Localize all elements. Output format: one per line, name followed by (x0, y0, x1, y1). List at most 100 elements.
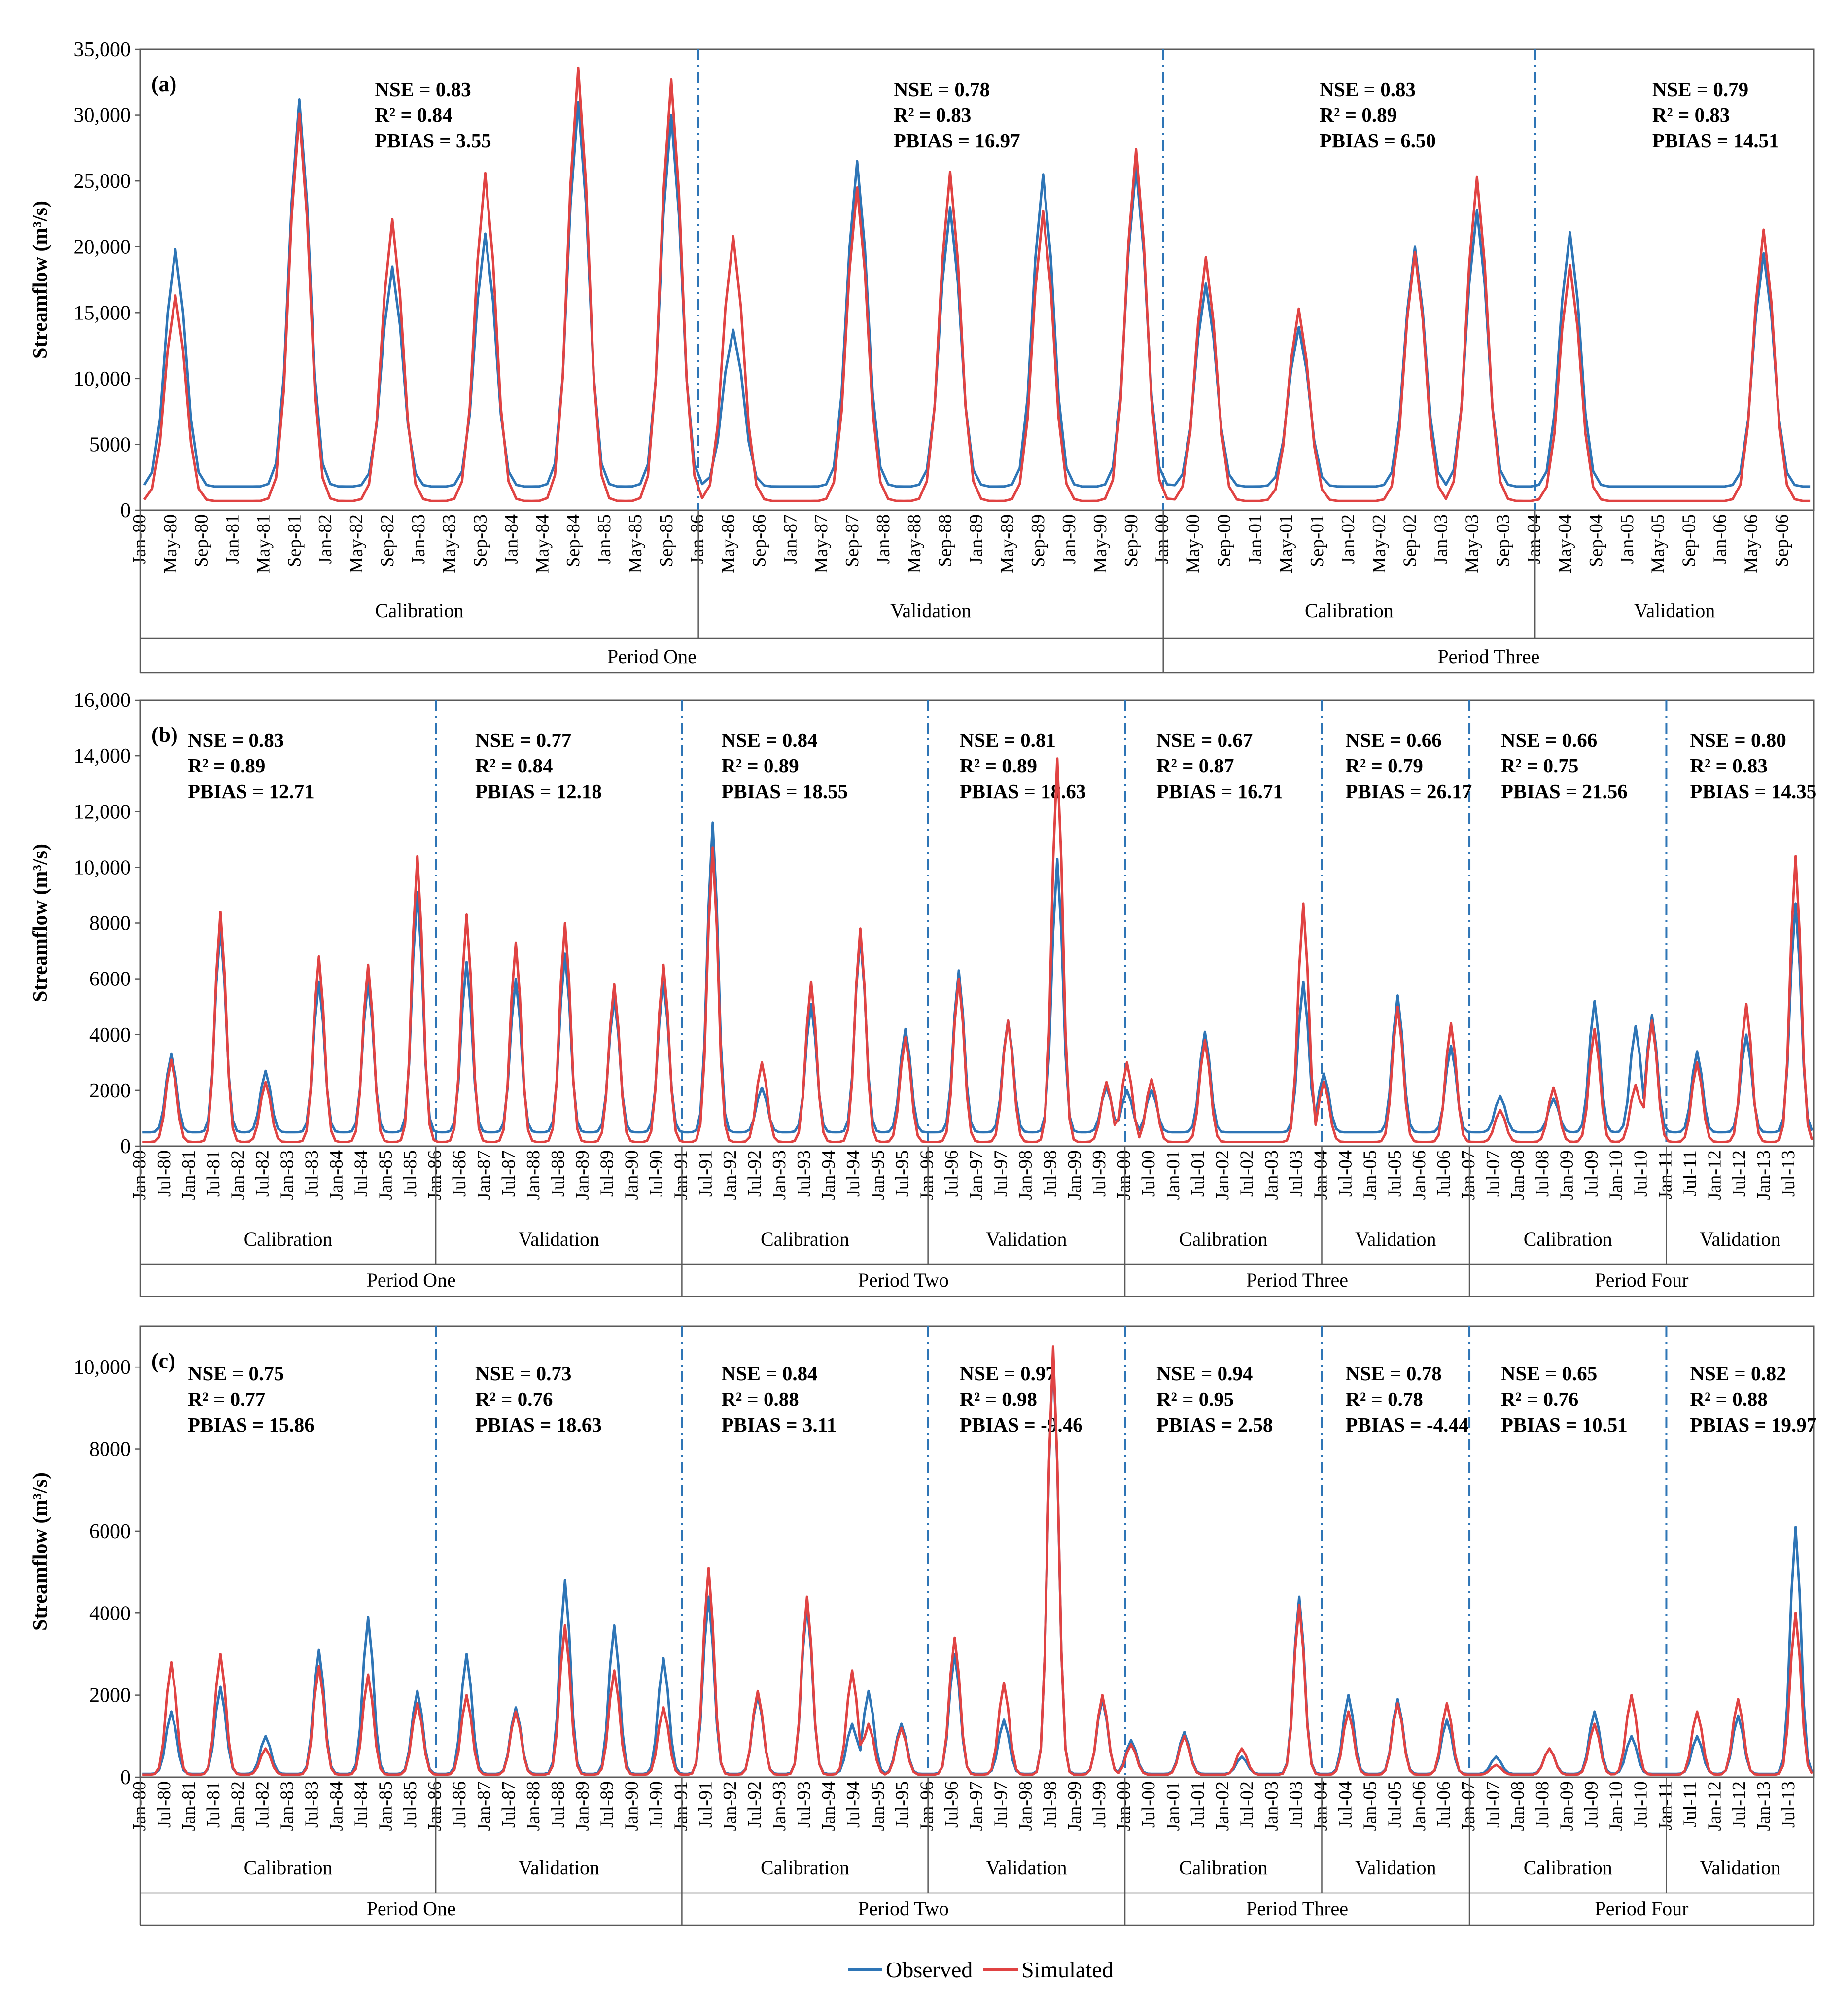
group-label: Calibration (1179, 1228, 1268, 1250)
x-tick-label: Sep-03 (1493, 514, 1513, 567)
legend-simulated-label: Simulated (1021, 1957, 1114, 1982)
y-tick-label: 20,000 (74, 236, 131, 259)
x-tick-label: Jan-80 (129, 514, 150, 564)
x-tick-label: Jul-94 (843, 1781, 864, 1828)
y-tick-label: 35,000 (74, 38, 131, 61)
stat-pbias: PBIAS = 14.51 (1652, 129, 1779, 152)
x-tick-label: Jan-92 (720, 1781, 740, 1831)
x-tick-label: Jul-85 (400, 1781, 420, 1828)
x-tick-label: Jan-05 (1617, 514, 1638, 564)
x-tick-label: Jul-05 (1384, 1781, 1405, 1828)
group-label: Validation (1634, 599, 1715, 622)
y-axis-label: Streamflow (m³/s) (29, 201, 52, 359)
stat-pbias: PBIAS = 16.97 (894, 129, 1020, 152)
y-tick-label: 6000 (89, 1520, 131, 1543)
panel-label: (b) (151, 723, 178, 747)
x-tick-label: Jul-84 (350, 1781, 371, 1828)
x-tick-label: Jul-81 (203, 1150, 224, 1197)
x-tick-label: May-80 (160, 514, 181, 573)
group-label: Validation (986, 1228, 1067, 1250)
group-label: Validation (1355, 1857, 1436, 1879)
stat-pbias: PBIAS = 15.86 (188, 1413, 314, 1436)
group-label: Validation (1700, 1228, 1780, 1250)
x-tick-label: Jan-90 (1059, 514, 1080, 564)
x-tick-label: Sep-84 (563, 514, 584, 567)
x-tick-label: Jan-13 (1753, 1150, 1774, 1200)
x-tick-label: Jan-93 (769, 1781, 790, 1831)
x-tick-label: Sep-04 (1586, 514, 1606, 567)
stat-r2: R² = 0.89 (960, 754, 1038, 777)
x-tick-label: Jul-86 (449, 1781, 470, 1828)
x-tick-label: Jan-99 (1064, 1781, 1085, 1831)
legend: Observed Simulated (848, 1957, 1114, 1982)
x-tick-label: Jan-89 (572, 1150, 593, 1200)
x-tick-label: Jul-12 (1729, 1150, 1749, 1197)
x-tick-label: Sep-86 (749, 514, 769, 567)
x-tick-label: Jul-91 (695, 1150, 716, 1197)
panel-label: (a) (151, 72, 176, 96)
stat-r2: R² = 0.84 (375, 104, 453, 126)
stat-nse: NSE = 0.65 (1501, 1362, 1597, 1385)
x-tick-label: Jan-87 (474, 1781, 494, 1831)
stat-r2: R² = 0.77 (188, 1388, 266, 1410)
x-tick-label: Jul-04 (1335, 1781, 1356, 1828)
series-observed (143, 98, 1811, 488)
period-label: Period Four (1595, 1269, 1689, 1291)
panel-c: 0 2000 4000 6000 8000 10,000 Streamflow (m³/s)… (29, 1325, 1816, 1926)
stat-r2: R² = 0.88 (721, 1388, 799, 1410)
x-tick-label: Jan-12 (1704, 1781, 1725, 1831)
y-tick-label: 5000 (89, 433, 131, 456)
x-tick-label: Jul-89 (597, 1150, 618, 1197)
stat-r2: R² = 0.83 (894, 104, 972, 126)
stat-nse: NSE = 0.79 (1652, 78, 1748, 101)
y-tick-label: 4000 (89, 1602, 131, 1625)
x-tick-label: Jan-84 (326, 1781, 347, 1831)
x-tick-label: Jan-04 (1524, 514, 1544, 564)
x-tick-label: Jul-05 (1384, 1150, 1405, 1197)
x-tick-label: Sep-88 (935, 514, 956, 567)
x-tick-label: Sep-01 (1307, 514, 1327, 567)
group-label: Calibration (761, 1228, 849, 1250)
x-tick-label: May-82 (346, 514, 367, 573)
x-tick-label: Jan-81 (178, 1781, 199, 1831)
y-axis-label: Streamflow (m³/s) (29, 844, 52, 1002)
stat-r2: R² = 0.83 (1652, 104, 1730, 126)
x-tick-label: Jan-09 (1557, 1781, 1577, 1831)
x-tick-label: Jan-97 (966, 1150, 987, 1200)
stat-pbias: PBIAS = 21.56 (1501, 780, 1628, 803)
x-tick-label: Jan-86 (424, 1150, 445, 1200)
x-tick-label: Jul-91 (695, 1781, 716, 1828)
x-tick-label: Sep-00 (1214, 514, 1234, 567)
x-tick-label: Jan-81 (178, 1150, 199, 1200)
y-tick-label: 14,000 (74, 745, 131, 768)
x-tick-label: Jul-06 (1433, 1781, 1454, 1828)
stat-r2: R² = 0.87 (1156, 754, 1234, 777)
x-tick-label: Jan-88 (523, 1781, 544, 1831)
x-tick-label: Jan-82 (228, 1150, 248, 1200)
x-tick-label: Jan-85 (594, 514, 615, 564)
stat-nse: NSE = 0.73 (475, 1362, 571, 1385)
x-tick-label: Jul-01 (1187, 1781, 1208, 1828)
x-tick-label: Jul-99 (1089, 1150, 1110, 1197)
x-tick-label: Jan-91 (670, 1781, 691, 1831)
x-tick-label: Jan-04 (1310, 1781, 1331, 1831)
x-tick-label: Jan-83 (277, 1781, 298, 1831)
x-tick-label: Jul-96 (941, 1150, 962, 1197)
x-tick-label: Jul-90 (646, 1150, 666, 1197)
group-label: Calibration (1524, 1857, 1612, 1879)
stat-nse: NSE = 0.78 (894, 78, 990, 101)
x-tick-label: Jan-82 (228, 1781, 248, 1831)
x-tick-label: Jan-02 (1338, 514, 1359, 564)
x-tick-label: Jul-90 (646, 1781, 666, 1828)
period-label: Period Two (858, 1269, 949, 1291)
x-tick-label: Jan-89 (966, 514, 987, 564)
x-tick-label: Jan-13 (1753, 1781, 1774, 1831)
stat-r2: R² = 0.88 (1690, 1388, 1768, 1410)
x-tick-label: Jul-87 (498, 1150, 519, 1197)
stat-nse: NSE = 0.75 (188, 1362, 284, 1385)
stat-r2: R² = 0.98 (960, 1388, 1038, 1410)
x-tick-label: May-81 (253, 514, 274, 573)
group-label: Calibration (1179, 1857, 1268, 1879)
x-tick-label: Jan-08 (1507, 1150, 1528, 1200)
x-tick-label: Jan-00 (1114, 1150, 1134, 1200)
